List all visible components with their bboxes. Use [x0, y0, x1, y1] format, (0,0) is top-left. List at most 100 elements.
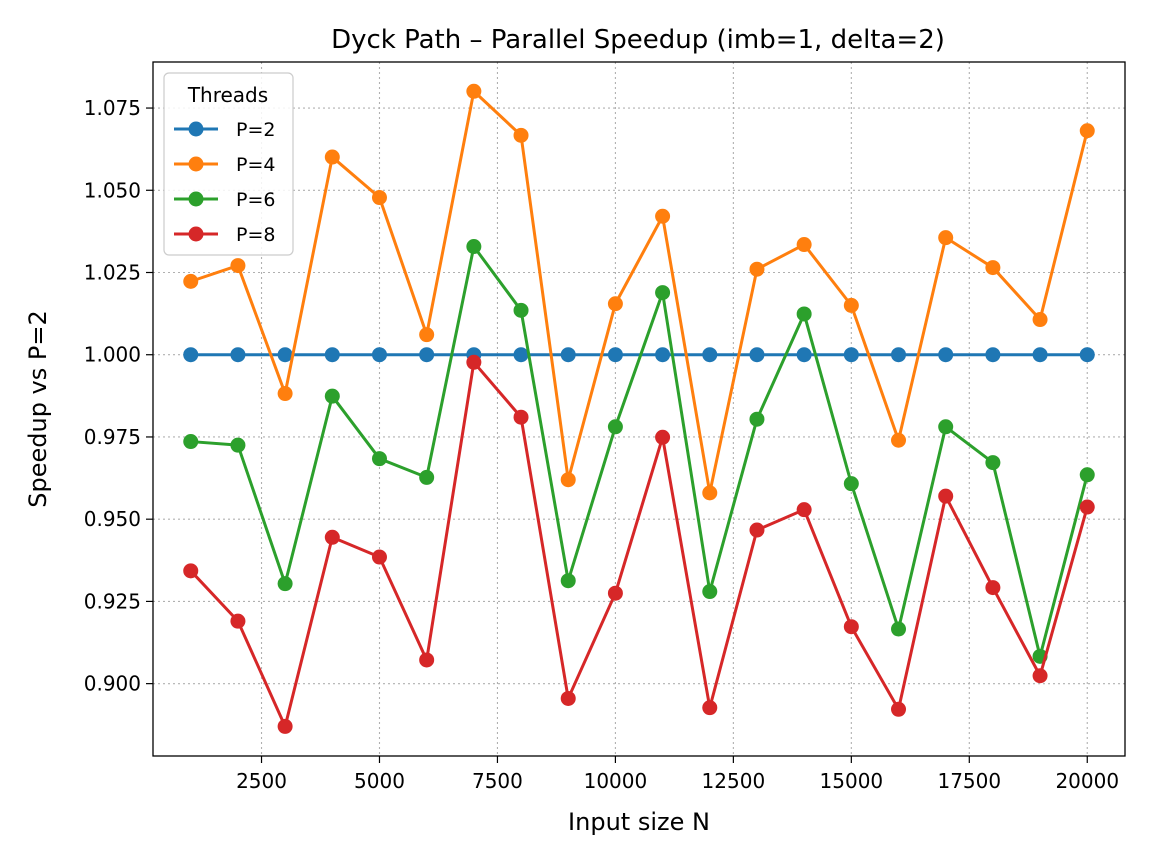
data-point-p-8 — [796, 502, 812, 518]
data-point-p-6 — [607, 419, 623, 435]
x-tick-label: 2500 — [236, 769, 287, 793]
data-point-p-6 — [891, 621, 907, 637]
data-point-p-4 — [749, 261, 765, 277]
data-point-p-4 — [560, 472, 576, 488]
data-point-p-4 — [796, 237, 812, 253]
data-point-p-8 — [702, 700, 718, 716]
data-point-p-8 — [560, 690, 576, 706]
data-point-p-4 — [702, 485, 718, 501]
data-point-p-2 — [891, 347, 907, 363]
data-point-p-2 — [655, 347, 671, 363]
series-p-2 — [183, 347, 1095, 363]
data-point-p-8 — [230, 613, 246, 629]
data-point-p-4 — [324, 149, 340, 165]
y-tick-label: 1.025 — [84, 261, 141, 285]
data-point-p-4 — [466, 83, 482, 99]
data-point-p-8 — [843, 619, 859, 635]
y-tick-label: 0.925 — [84, 589, 141, 613]
data-point-p-8 — [749, 522, 765, 538]
data-point-p-2 — [843, 347, 859, 363]
y-tick-label: 1.050 — [84, 178, 141, 202]
data-point-p-8 — [1079, 499, 1095, 515]
data-point-p-6 — [560, 573, 576, 589]
data-point-p-8 — [183, 563, 199, 579]
data-point-p-2 — [702, 347, 718, 363]
data-point-p-8 — [1032, 668, 1048, 684]
data-point-p-6 — [324, 388, 340, 404]
data-point-p-4 — [843, 297, 859, 313]
data-point-p-4 — [655, 208, 671, 224]
series-line-p-4 — [190, 89, 1089, 495]
data-point-p-2 — [324, 347, 340, 363]
x-axis-label: Input size N — [568, 808, 710, 836]
chart-title: Dyck Path – Parallel Speedup (imb=1, del… — [331, 25, 945, 55]
data-point-p-4 — [277, 386, 293, 402]
data-point-p-2 — [938, 347, 954, 363]
x-tick-label: 15000 — [820, 769, 884, 793]
data-point-p-4 — [230, 258, 246, 274]
y-axis: 0.900 0.925 0.950 0.975 1.000 1.025 1.050 1.075 — [84, 96, 153, 696]
series-p-6 — [183, 239, 1095, 664]
legend-label: P=6 — [236, 189, 275, 211]
legend-swatch-marker — [188, 121, 204, 137]
legend: Threads P=2 P=4 P=6 P=8 — [163, 72, 294, 256]
data-point-p-2 — [371, 347, 387, 363]
data-point-p-8 — [419, 652, 435, 668]
data-point-p-8 — [655, 429, 671, 445]
series-layer — [183, 83, 1095, 734]
data-point-p-4 — [513, 127, 529, 143]
legend-label: P=2 — [236, 119, 275, 141]
data-point-p-8 — [607, 585, 623, 601]
data-point-p-2 — [796, 347, 812, 363]
data-point-p-4 — [371, 190, 387, 206]
y-axis-label: Speedup vs P=2 — [24, 310, 52, 508]
legend-swatch-marker — [188, 191, 204, 207]
data-point-p-6 — [796, 306, 812, 322]
y-tick-label: 0.950 — [84, 507, 141, 531]
series-p-4 — [183, 83, 1095, 501]
data-point-p-2 — [985, 347, 1001, 363]
data-point-p-4 — [607, 296, 623, 312]
data-point-p-8 — [513, 409, 529, 425]
data-point-p-8 — [277, 718, 293, 734]
data-point-p-4 — [183, 273, 199, 289]
data-point-p-6 — [938, 419, 954, 435]
data-point-p-2 — [749, 347, 765, 363]
data-point-p-8 — [985, 580, 1001, 596]
plot-area-frame — [152, 61, 1126, 757]
data-point-p-6 — [655, 285, 671, 301]
data-point-p-6 — [230, 437, 246, 453]
series-line-p-6 — [190, 245, 1089, 658]
data-point-p-6 — [466, 239, 482, 255]
legend-title: Threads — [187, 83, 268, 107]
legend-label: P=8 — [236, 224, 275, 246]
data-point-p-6 — [513, 302, 529, 318]
data-point-p-2 — [230, 347, 246, 363]
legend-swatch-marker — [188, 156, 204, 172]
data-point-p-4 — [985, 260, 1001, 276]
data-point-p-4 — [1079, 123, 1095, 139]
x-tick-label: 5000 — [354, 769, 405, 793]
y-tick-label: 1.075 — [84, 96, 141, 120]
legend-item-p-4: P=4 — [174, 154, 275, 176]
data-point-p-6 — [371, 451, 387, 467]
x-tick-label: 7500 — [472, 769, 523, 793]
data-point-p-8 — [324, 529, 340, 545]
y-tick-label: 0.975 — [84, 425, 141, 449]
y-tick-label: 1.000 — [84, 343, 141, 367]
legend-item-p-2: P=2 — [174, 119, 275, 141]
data-point-p-6 — [277, 576, 293, 592]
data-point-p-2 — [1032, 347, 1048, 363]
data-point-p-6 — [183, 434, 199, 450]
data-point-p-8 — [466, 354, 482, 370]
x-tick-label: 10000 — [584, 769, 648, 793]
data-point-p-2 — [183, 347, 199, 363]
data-point-p-6 — [1079, 467, 1095, 483]
y-tick-label: 0.900 — [84, 672, 141, 696]
data-point-p-6 — [985, 455, 1001, 471]
data-point-p-8 — [371, 549, 387, 565]
data-point-p-2 — [277, 347, 293, 363]
data-point-p-4 — [891, 432, 907, 448]
data-point-p-8 — [891, 701, 907, 717]
x-tick-label: 12500 — [702, 769, 766, 793]
